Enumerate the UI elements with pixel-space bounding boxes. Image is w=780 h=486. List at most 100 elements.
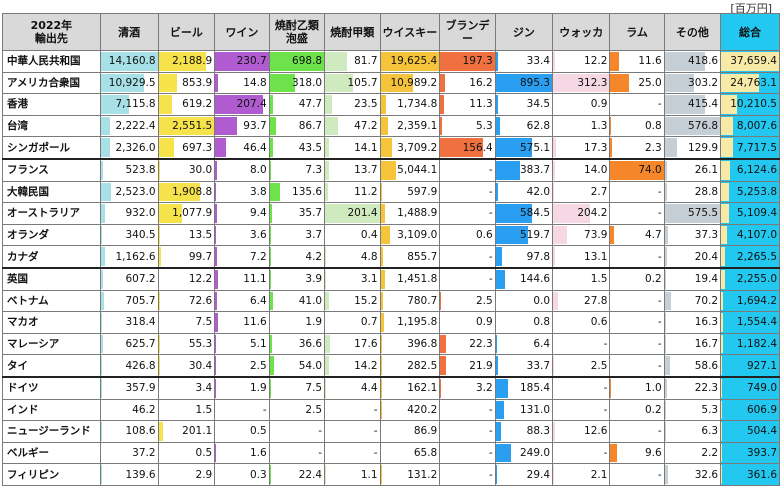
value-text: 37,659.4 — [730, 55, 777, 68]
value-text: 14,160.8 — [108, 55, 156, 68]
data-bar — [664, 356, 671, 375]
value-text: 11.1 — [243, 273, 267, 286]
value-cell: 86.9 — [379, 420, 441, 443]
data-bar — [100, 116, 110, 136]
value-text: 207.4 — [236, 98, 267, 111]
value-cell: 420.2 — [379, 398, 441, 422]
header-col-4: 焼酎甲類 — [324, 13, 381, 51]
value-text: 0.5 — [195, 446, 213, 459]
value-text: - — [657, 316, 662, 329]
value-text: - — [373, 425, 378, 438]
header-col-8: ウォッカ — [552, 13, 611, 51]
value-text: - — [657, 294, 662, 307]
value-cell: 3,109.0 — [379, 223, 441, 247]
data-bar — [721, 160, 731, 180]
value-cell: 99.7 — [157, 245, 216, 269]
value-text: 303.2 — [688, 76, 719, 89]
value-text: 7.3 — [305, 164, 323, 177]
value-cell: 2.2 — [663, 441, 722, 465]
value-text: 519.7 — [519, 229, 551, 242]
data-bar — [664, 52, 706, 71]
header-country: 2022年 輸出先 — [2, 13, 101, 51]
data-bar — [440, 138, 484, 157]
value-text: 393.7 — [746, 446, 777, 459]
value-text: 698.8 — [292, 55, 323, 68]
value-text: 97.8 — [526, 250, 551, 263]
value-text: 2,222.4 — [115, 120, 156, 133]
value-cell: 14.0 — [552, 157, 611, 182]
value-text: 0.2 — [645, 273, 662, 286]
value-text: 3,109.0 — [397, 229, 438, 242]
value-text: 1.5 — [195, 403, 213, 416]
value-cell: 1.6 — [214, 441, 270, 465]
data-bar — [100, 95, 130, 114]
value-text: 15.2 — [354, 294, 378, 307]
value-text: 0.6 — [475, 229, 493, 242]
value-cell: 11.6 — [214, 311, 270, 334]
value-cell: 86.7 — [268, 114, 326, 138]
value-text: 8.0 — [249, 164, 267, 177]
value-cell: 8.0 — [214, 157, 270, 182]
value-text: 26.1 — [694, 164, 719, 177]
value-cell: 13.1 — [552, 245, 611, 269]
value-cell: 584.5 — [494, 202, 554, 225]
data-bar — [325, 160, 329, 180]
data-bar — [269, 95, 274, 114]
value-cell: - — [609, 463, 665, 486]
data-bar — [158, 138, 174, 157]
value-cell: 9.4 — [214, 202, 270, 225]
data-bar — [610, 225, 614, 245]
value-cell: - — [552, 441, 611, 465]
value-cell: 1,908.8 — [157, 180, 216, 204]
value-text: 10,989.2 — [390, 76, 438, 89]
value-text: 396.8 — [407, 338, 438, 351]
value-cell: 17.3 — [552, 136, 611, 160]
value-text: 780.7 — [407, 294, 438, 307]
value-cell: - — [439, 398, 496, 422]
value-text: 7,115.8 — [115, 98, 156, 111]
value-text: 41.0 — [298, 294, 323, 307]
value-text: 11.6 — [243, 316, 267, 329]
data-bar — [215, 160, 217, 180]
value-text: 29.4 — [526, 468, 551, 481]
value-text: 47.2 — [354, 120, 378, 133]
data-bar — [553, 138, 557, 157]
value-text: 42.0 — [526, 185, 551, 198]
export-table: 2022年 輸出先 清酒 ビール ワイン 焼酎乙類 泡盛 焼酎甲類 ウイスキー ブランデージ… — [2, 13, 780, 486]
value-text: 2.3 — [645, 141, 662, 154]
value-text: - — [488, 250, 493, 263]
value-cell: 697.3 — [157, 136, 216, 160]
value-cell: 0.9 — [552, 93, 611, 116]
data-bar — [215, 378, 216, 398]
data-bar — [269, 73, 295, 93]
value-cell: 2.5 — [439, 289, 496, 313]
data-bar — [100, 160, 104, 180]
value-cell: - — [268, 441, 326, 465]
data-bar — [495, 400, 505, 420]
value-text: 13.7 — [354, 164, 378, 177]
value-cell: 34.5 — [494, 93, 554, 116]
value-cell: 780.7 — [379, 289, 441, 313]
value-text: 131.0 — [519, 403, 551, 416]
data-bar — [664, 269, 667, 289]
value-cell: 4.2 — [268, 245, 326, 269]
data-bar — [325, 182, 329, 202]
value-cell: 698.8 — [268, 50, 326, 73]
value-text: 606.9 — [746, 403, 777, 416]
value-text: 855.7 — [407, 250, 438, 263]
country-name: ベルギー — [2, 441, 101, 465]
value-text: 70.2 — [694, 294, 719, 307]
value-text: 144.6 — [519, 273, 551, 286]
value-cell: 55.3 — [157, 332, 216, 356]
value-cell: 74.0 — [609, 157, 665, 182]
value-cell: - — [439, 266, 496, 291]
data-bar — [495, 247, 502, 266]
data-bar — [553, 422, 556, 441]
data-bar — [380, 400, 382, 420]
value-text: 5.3 — [475, 120, 493, 133]
data-bar — [495, 95, 498, 114]
value-cell: - — [324, 398, 381, 422]
value-cell: 0.2 — [609, 266, 665, 291]
data-bar — [495, 269, 505, 289]
data-bar — [215, 52, 269, 71]
